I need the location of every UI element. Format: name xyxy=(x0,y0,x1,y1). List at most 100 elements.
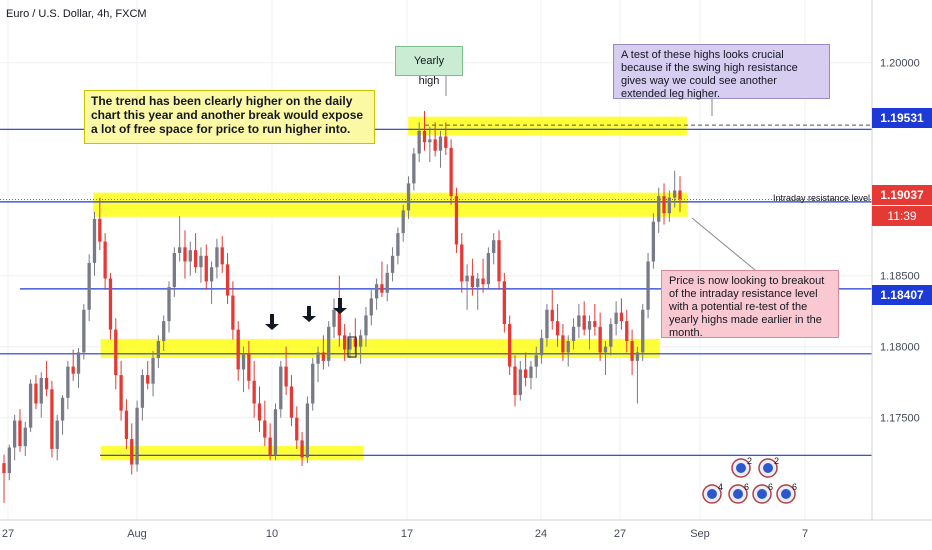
highlight-zone-2 xyxy=(100,446,364,461)
candle-body-7 xyxy=(39,377,43,404)
time-axis-bg xyxy=(0,520,932,550)
candle-body-94 xyxy=(502,281,506,324)
candle-body-52 xyxy=(279,366,283,410)
candle-body-48 xyxy=(257,403,262,421)
event-badge-core-1 xyxy=(763,463,773,473)
candle-body-1 xyxy=(7,447,11,474)
price-label-184: 1.18407 xyxy=(872,285,932,305)
candle-body-80 xyxy=(428,139,432,143)
down-arrows xyxy=(265,298,357,358)
candle-body-61 xyxy=(327,326,331,361)
event-badge-count-5: 6 xyxy=(792,482,797,492)
candle-body-107 xyxy=(571,326,576,342)
candle-body-81 xyxy=(433,139,437,151)
candle-body-111 xyxy=(593,321,597,327)
candle-body-50 xyxy=(268,437,272,455)
candle-body-124 xyxy=(662,196,666,214)
candle-body-83 xyxy=(444,136,448,148)
event-badge-core-4 xyxy=(757,489,767,499)
candle-body-46 xyxy=(247,353,251,381)
candle-body-110 xyxy=(587,321,592,330)
countdown-label: 11:39 xyxy=(872,206,932,226)
candle-body-101 xyxy=(539,338,544,356)
candle-body-76 xyxy=(406,183,411,211)
price-label-195: 1.19531 xyxy=(872,108,932,128)
candle-body-35 xyxy=(188,250,192,262)
y-tick-label-2: 1.18000 xyxy=(880,342,920,354)
candle-body-10 xyxy=(55,420,59,449)
candle-body-62 xyxy=(332,309,336,327)
price-axis-bg xyxy=(872,0,932,550)
candle-body-42 xyxy=(225,264,230,296)
candle-body-120 xyxy=(641,309,645,353)
candle-body-109 xyxy=(582,315,586,330)
event-badge-count-0: 2 xyxy=(747,456,752,466)
price-label-current: 1.19037 xyxy=(872,185,932,205)
x-tick-label-4: 24 xyxy=(535,528,547,540)
x-tick-label-6: Sep xyxy=(690,528,710,540)
breakout-note-connector xyxy=(691,217,756,271)
candle-body-90 xyxy=(481,278,485,285)
down-arrow-0 xyxy=(265,314,279,330)
candle-body-5 xyxy=(28,383,33,428)
yearly-high-note: Yearly high xyxy=(395,46,463,87)
candle-body-24 xyxy=(130,439,134,465)
candle-body-29 xyxy=(156,341,161,359)
x-tick-label-2: 10 xyxy=(266,528,278,540)
candle-body-27 xyxy=(146,375,150,384)
x-tick-label-5: 27 xyxy=(614,528,626,540)
candle-body-51 xyxy=(273,409,278,455)
candle-body-88 xyxy=(470,275,475,288)
candle-body-85 xyxy=(454,196,459,245)
candle-body-56 xyxy=(300,440,304,458)
candle-body-92 xyxy=(492,240,496,253)
candle-body-13 xyxy=(71,366,75,374)
candle-body-99 xyxy=(529,366,533,378)
candle-body-74 xyxy=(396,233,400,256)
highlight-zone-3 xyxy=(408,116,687,136)
highs-note: A test of these highs looks crucial beca… xyxy=(613,44,830,100)
callout-connectors xyxy=(445,76,756,271)
x-tick-label-3: 17 xyxy=(401,528,413,540)
candle-body-67 xyxy=(358,335,363,347)
candle-body-31 xyxy=(167,287,171,322)
candle-body-2 xyxy=(12,420,17,448)
event-badge-count-4: 6 xyxy=(768,482,773,492)
down-arrow-2 xyxy=(333,298,347,314)
candle-body-25 xyxy=(135,407,139,465)
marker-box xyxy=(347,336,357,358)
candle-body-47 xyxy=(252,380,256,404)
candle-body-79 xyxy=(422,130,427,143)
candle-body-100 xyxy=(534,355,538,367)
x-tick-label-7: 7 xyxy=(802,528,808,540)
candle-body-60 xyxy=(321,352,326,361)
candle-body-53 xyxy=(284,366,288,387)
event-badge-count-2: 4 xyxy=(718,482,723,492)
candle-body-121 xyxy=(646,261,650,310)
candle-body-126 xyxy=(673,190,677,198)
candle-body-33 xyxy=(178,247,182,253)
candle-body-49 xyxy=(263,420,267,438)
y-tick-label-3: 1.17500 xyxy=(880,413,920,425)
candle-body-127 xyxy=(678,190,682,200)
resistance-level-label: Intraday resistance level xyxy=(773,193,870,203)
event-badges: 2 2 4 6 6 6 xyxy=(702,456,797,504)
candle-body-116 xyxy=(619,312,624,322)
candle-body-103 xyxy=(550,309,554,322)
candle-body-38 xyxy=(204,255,208,282)
candle-body-123 xyxy=(657,196,661,222)
candle-body-26 xyxy=(140,375,145,408)
candle-body-119 xyxy=(635,352,640,361)
candle-body-108 xyxy=(577,315,581,327)
candle-body-4 xyxy=(23,427,27,447)
candle-body-32 xyxy=(172,252,176,288)
candle-body-59 xyxy=(316,352,320,364)
candle-body-95 xyxy=(508,323,512,367)
candle-body-18 xyxy=(98,218,102,242)
event-badge-count-1: 2 xyxy=(774,456,779,466)
candle-body-57 xyxy=(305,403,310,458)
candle-body-55 xyxy=(295,417,299,441)
candle-body-82 xyxy=(438,136,443,151)
candle-body-37 xyxy=(199,255,203,268)
